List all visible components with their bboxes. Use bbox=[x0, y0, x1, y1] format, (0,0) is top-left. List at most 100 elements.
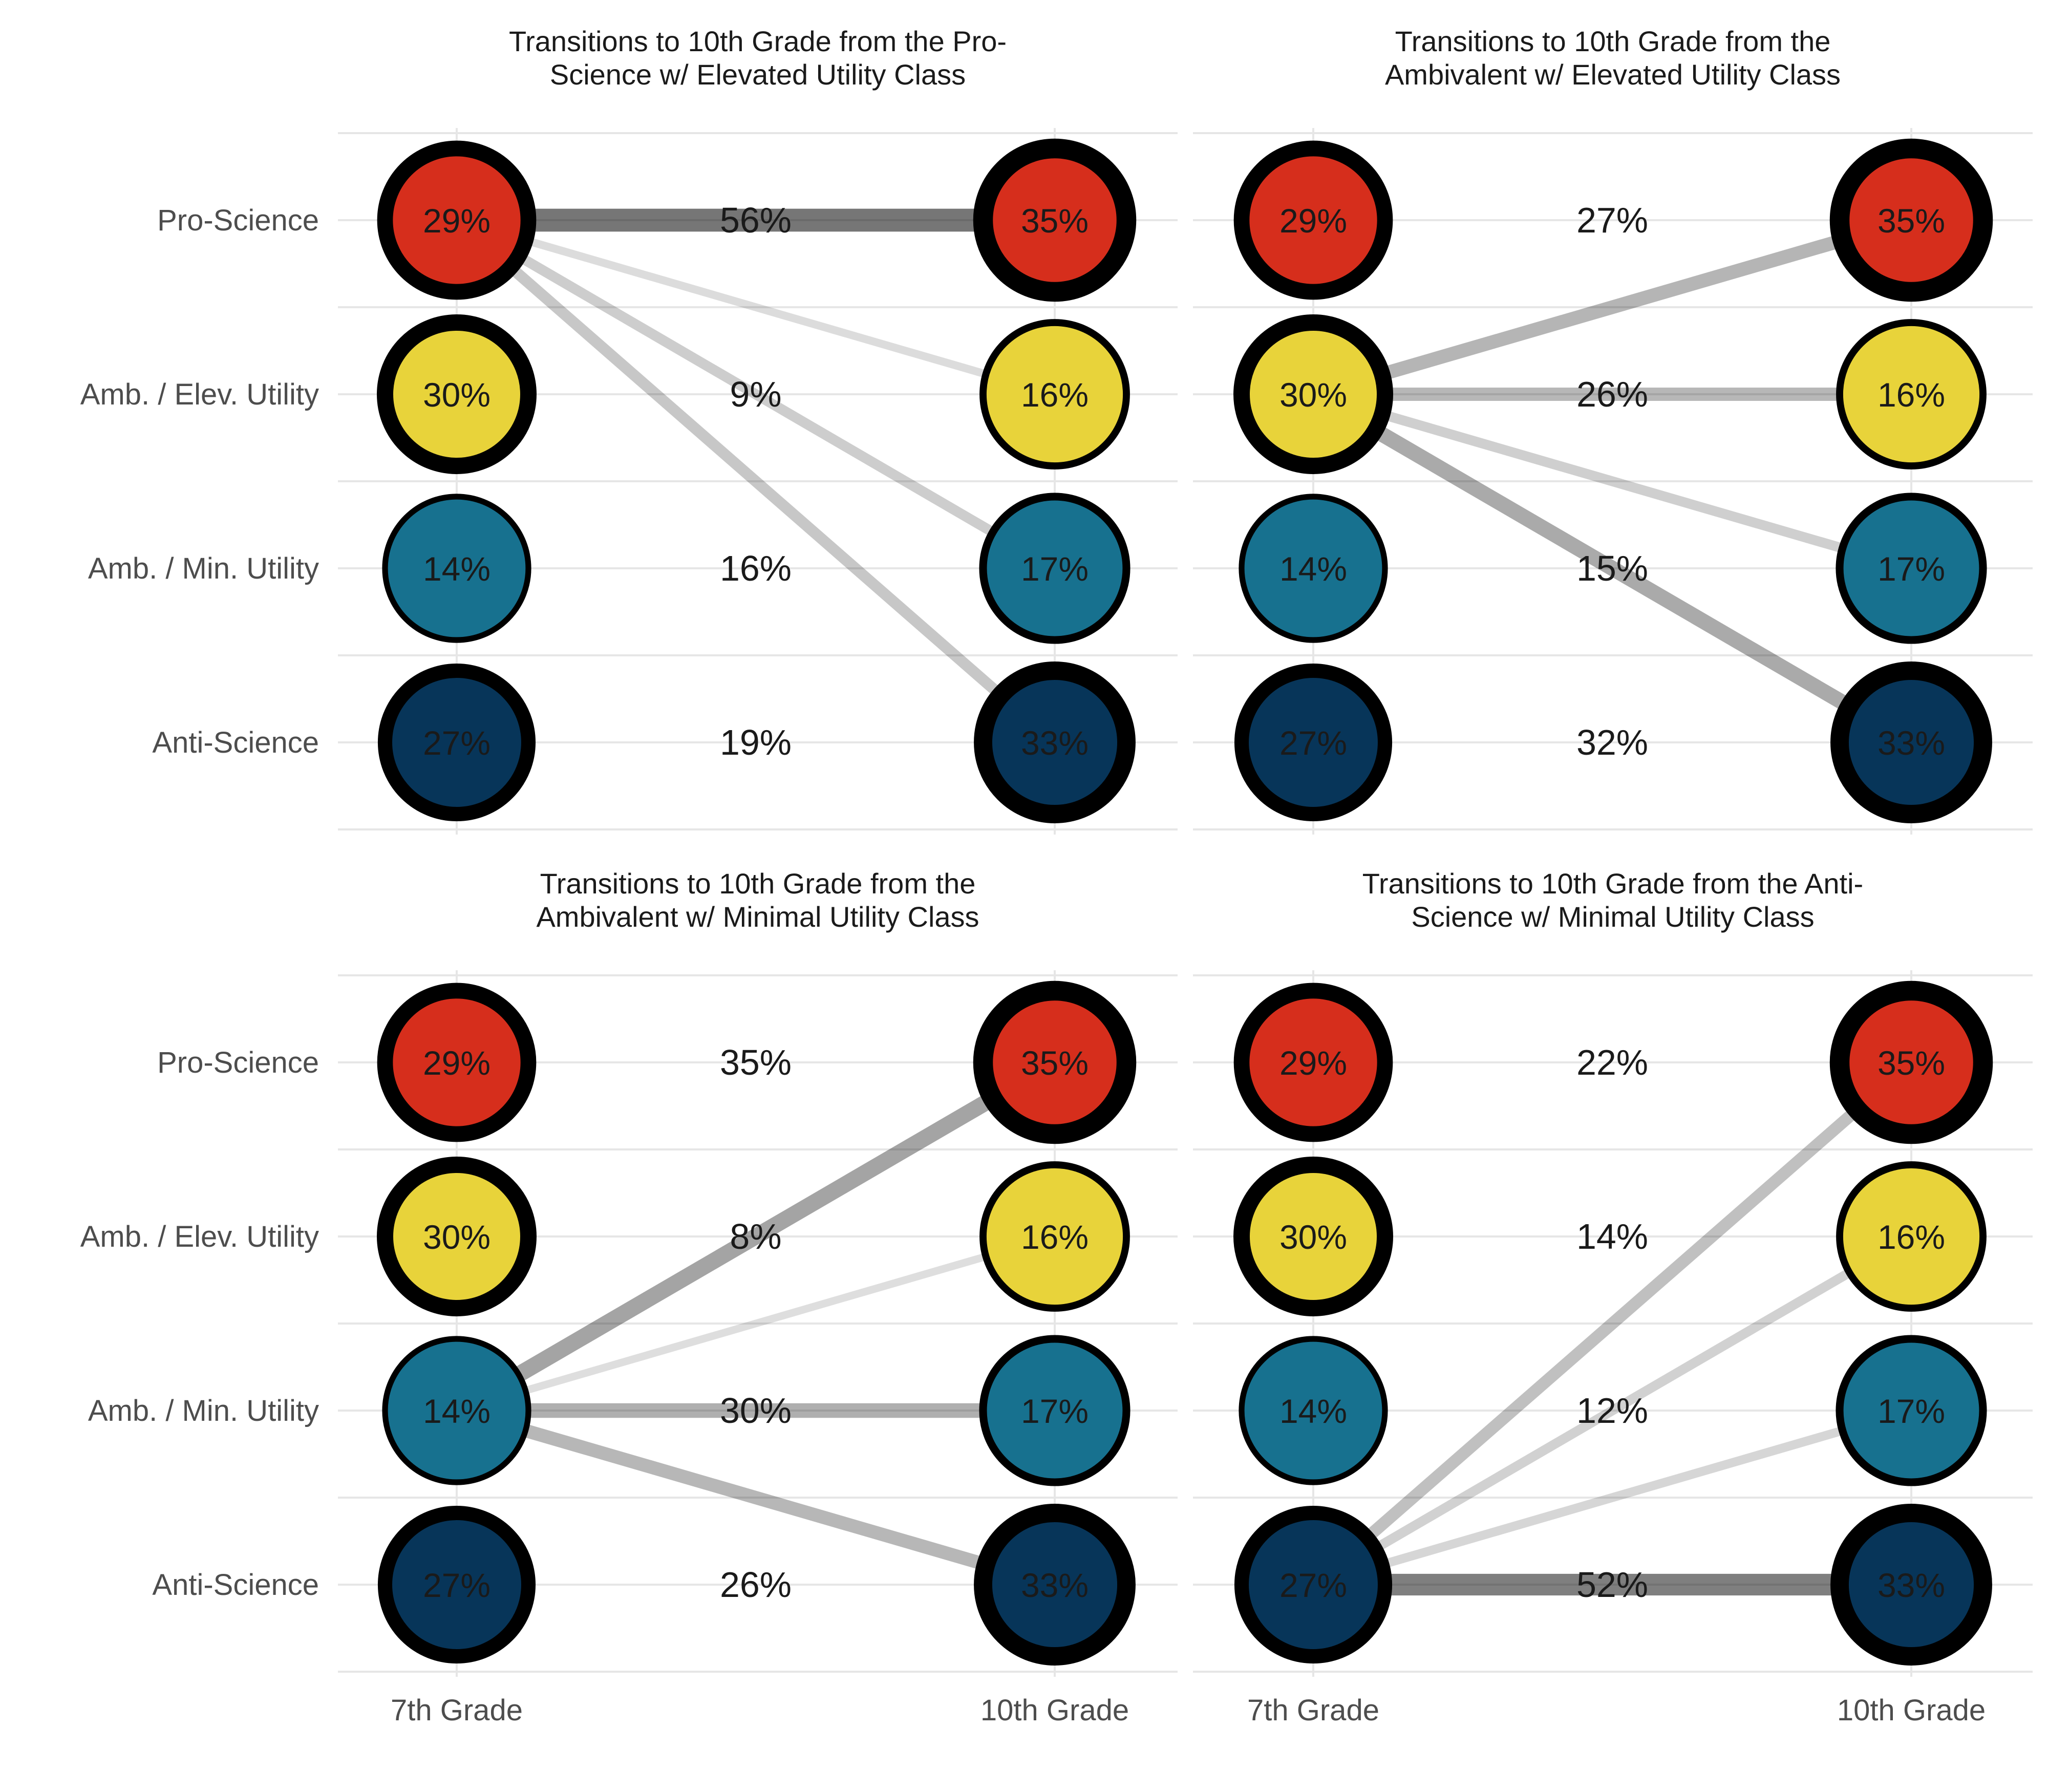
panel-title-line: Transitions to 10th Grade from the Anti- bbox=[1362, 867, 1863, 900]
flow-label: 52% bbox=[1576, 1565, 1648, 1605]
node-7th-amb-elev-utility bbox=[377, 1157, 537, 1316]
panel-title-line: Ambivalent w/ Minimal Utility Class bbox=[536, 901, 979, 933]
row-label-pro-science: Pro-Science bbox=[157, 204, 319, 237]
node-10th-amb-elev-utility bbox=[979, 319, 1130, 470]
flow-label: 26% bbox=[720, 1565, 792, 1605]
node-label: 17% bbox=[1021, 1392, 1089, 1430]
flow-line bbox=[453, 216, 1059, 747]
row-label-amb-min-utility: Amb. / Min. Utility bbox=[88, 1394, 319, 1427]
flow-line bbox=[1311, 214, 1913, 401]
row-label-amb-elev-utility: Amb. / Elev. Utility bbox=[80, 1220, 319, 1253]
node-label: 16% bbox=[1021, 376, 1089, 414]
node-label: 30% bbox=[1279, 1218, 1347, 1256]
node-10th-amb-elev-utility bbox=[979, 1161, 1130, 1312]
flow-line bbox=[1309, 1058, 1915, 1589]
node-10th-pro-science bbox=[973, 138, 1137, 302]
node-label: 33% bbox=[1021, 724, 1089, 762]
node-10th-anti-science bbox=[1830, 662, 1992, 823]
panel-1: Transitions to 10th Grade from the Pro-S… bbox=[338, 25, 1178, 835]
node-7th-amb-min-utility bbox=[382, 494, 531, 643]
flow-label: 15% bbox=[1576, 548, 1648, 588]
panel-4: Transitions to 10th Grade from the Anti-… bbox=[1193, 867, 2033, 1677]
flow-label: 56% bbox=[720, 200, 792, 240]
panel-title-line: Ambivalent w/ Elevated Utility Class bbox=[1385, 58, 1841, 91]
flow-label: 9% bbox=[730, 374, 781, 414]
node-10th-amb-min-utility bbox=[979, 1335, 1130, 1486]
flow-label: 16% bbox=[720, 548, 792, 588]
flow-line bbox=[453, 1055, 1059, 1418]
node-10th-anti-science bbox=[1830, 1504, 1992, 1666]
node-label: 27% bbox=[1279, 724, 1347, 762]
node-7th-amb-elev-utility bbox=[377, 314, 537, 474]
node-label: 33% bbox=[1021, 1566, 1089, 1604]
flow-label: 26% bbox=[1576, 374, 1648, 414]
node-label: 29% bbox=[1279, 1044, 1347, 1082]
node-label: 16% bbox=[1878, 376, 1945, 414]
x-label-7th-grade: 7th Grade bbox=[1247, 1694, 1379, 1727]
flow-label: 35% bbox=[720, 1042, 792, 1082]
row-label-pro-science: Pro-Science bbox=[157, 1046, 319, 1079]
node-7th-anti-science bbox=[1234, 663, 1393, 822]
node-label: 16% bbox=[1021, 1218, 1089, 1256]
flow-line bbox=[455, 1404, 1057, 1591]
node-7th-pro-science bbox=[1233, 983, 1393, 1142]
node-7th-anti-science bbox=[377, 663, 536, 822]
node-10th-pro-science bbox=[1829, 138, 1993, 302]
x-label-7th-grade: 7th Grade bbox=[391, 1694, 523, 1727]
node-label: 14% bbox=[423, 550, 490, 588]
node-10th-pro-science bbox=[973, 980, 1137, 1144]
node-label: 30% bbox=[423, 1218, 490, 1256]
flow-line bbox=[1312, 1406, 1913, 1589]
panel-title-line: Science w/ Elevated Utility Class bbox=[550, 58, 966, 91]
node-label: 29% bbox=[423, 202, 490, 240]
node-label: 35% bbox=[1021, 202, 1089, 240]
node-label: 27% bbox=[423, 1566, 490, 1604]
node-label: 29% bbox=[423, 1044, 490, 1082]
flow-label: 19% bbox=[720, 722, 792, 762]
node-label: 17% bbox=[1878, 1392, 1945, 1430]
node-label: 17% bbox=[1878, 550, 1945, 588]
node-7th-amb-elev-utility bbox=[1233, 1157, 1393, 1316]
row-label-anti-science: Anti-Science bbox=[152, 1568, 319, 1602]
x-label-10th-grade: 10th Grade bbox=[1837, 1694, 1986, 1727]
flow-label: 14% bbox=[1576, 1217, 1648, 1256]
node-7th-amb-min-utility bbox=[1239, 1336, 1388, 1485]
panel-3: Transitions to 10th Grade from theAmbiva… bbox=[338, 867, 1178, 1677]
node-label: 14% bbox=[1279, 550, 1347, 588]
node-10th-pro-science bbox=[1829, 980, 1993, 1144]
node-10th-anti-science bbox=[974, 662, 1136, 823]
flow-line bbox=[1311, 1232, 1914, 1589]
flow-label: 30% bbox=[720, 1391, 792, 1431]
flow-line bbox=[455, 1232, 1056, 1415]
node-label: 14% bbox=[423, 1392, 490, 1430]
node-label: 30% bbox=[1279, 376, 1347, 414]
node-7th-amb-min-utility bbox=[382, 1336, 531, 1485]
node-7th-pro-science bbox=[1233, 140, 1393, 300]
node-label: 33% bbox=[1878, 1566, 1945, 1604]
panel-title-line: Science w/ Minimal Utility Class bbox=[1411, 901, 1814, 933]
flow-label: 32% bbox=[1576, 722, 1648, 762]
flow-line bbox=[455, 216, 1056, 398]
node-7th-anti-science bbox=[377, 1505, 536, 1664]
row-label-amb-elev-utility: Amb. / Elev. Utility bbox=[80, 378, 319, 411]
node-7th-amb-min-utility bbox=[1239, 494, 1388, 643]
node-label: 27% bbox=[423, 724, 490, 762]
panel-title-line: Transitions to 10th Grade from the bbox=[540, 867, 976, 900]
row-label-anti-science: Anti-Science bbox=[152, 726, 319, 759]
flow-label: 22% bbox=[1576, 1042, 1648, 1082]
node-10th-amb-elev-utility bbox=[1836, 319, 1987, 470]
node-label: 33% bbox=[1878, 724, 1945, 762]
panel-2: Transitions to 10th Grade from theAmbiva… bbox=[1193, 25, 2033, 835]
flow-label: 12% bbox=[1576, 1391, 1648, 1431]
node-label: 16% bbox=[1878, 1218, 1945, 1256]
node-label: 27% bbox=[1279, 1566, 1347, 1604]
node-7th-anti-science bbox=[1234, 1505, 1393, 1664]
flow-line bbox=[454, 216, 1058, 573]
panel-title-line: Transitions to 10th Grade from the bbox=[1395, 25, 1831, 57]
flow-line bbox=[1312, 389, 1913, 573]
node-7th-pro-science bbox=[377, 983, 537, 1142]
node-label: 35% bbox=[1878, 202, 1945, 240]
node-label: 14% bbox=[1279, 1392, 1347, 1430]
node-label: 35% bbox=[1021, 1044, 1089, 1082]
